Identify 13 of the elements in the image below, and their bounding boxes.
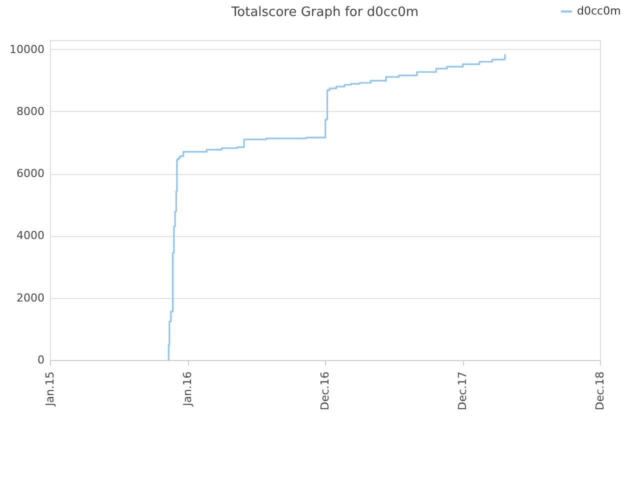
y-tick-label: 2000 bbox=[16, 291, 44, 304]
y-tick-label: 6000 bbox=[16, 167, 44, 180]
x-tick-label: Jan.16 bbox=[181, 372, 194, 407]
y-tick-label: 8000 bbox=[16, 104, 44, 118]
x-tick-label: Dec.18 bbox=[594, 372, 606, 410]
y-tick-label: 4000 bbox=[16, 229, 44, 242]
y-tick-label: 10000 bbox=[10, 42, 44, 56]
x-tick-label: Jan.15 bbox=[44, 372, 56, 407]
legend-label: d0cc0m bbox=[577, 4, 621, 18]
chart-title: Totalscore Graph for d0cc0m bbox=[230, 5, 419, 20]
x-tick-label: Dec.16 bbox=[318, 372, 332, 410]
y-tick-label: 0 bbox=[38, 354, 44, 366]
x-tick-label: Dec.17 bbox=[456, 372, 469, 410]
